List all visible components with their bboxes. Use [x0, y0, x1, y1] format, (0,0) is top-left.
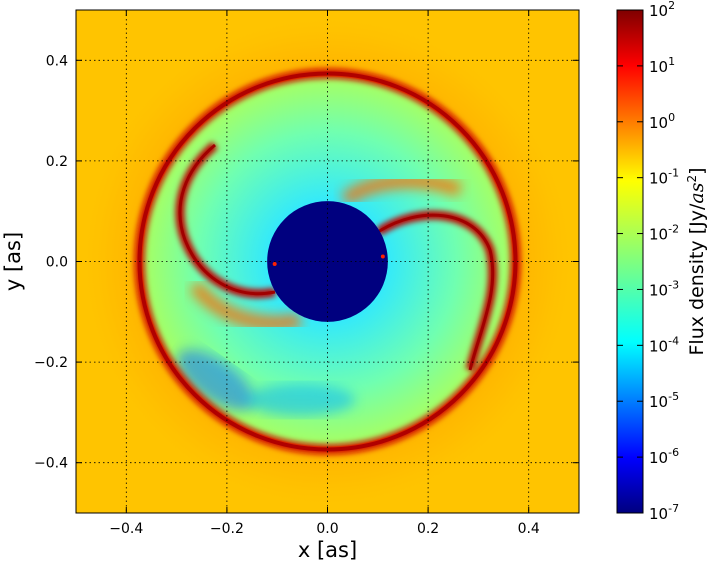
y-tick-label: −0.4 [34, 456, 68, 472]
colorbar-tick-label: 10-7 [649, 502, 679, 523]
x-axis-label: x [as] [298, 538, 357, 562]
colorbar-tick-label: 10-5 [649, 390, 679, 411]
point-source [272, 262, 277, 267]
x-axis-ticks: −0.4 −0.2 0.0 0.2 0.4 [109, 10, 540, 537]
colorbar-label: Flux density [Jy/as2] [685, 167, 708, 355]
spiral-arm [340, 174, 463, 206]
colorbar-ticks: 102 101 100 10-1 10-2 10-3 10-4 10-5 10-6 10-7 [617, 0, 679, 523]
y-tick-label: −0.2 [34, 355, 68, 371]
spiral-arm [189, 280, 302, 330]
y-tick-label: 0.0 [46, 255, 68, 271]
y-axis-ticks: 0.4 0.2 0.0 −0.2 −0.4 [34, 53, 579, 472]
point-source [380, 254, 385, 259]
y-tick-label: 0.2 [46, 154, 68, 170]
colorbar-tick-label: 102 [649, 0, 675, 20]
x-tick-label: −0.2 [210, 521, 244, 537]
colorbar-tick-label: 100 [649, 111, 675, 132]
x-tick-label: 0.2 [417, 521, 439, 537]
colorbar-tick-label: 10-6 [649, 446, 679, 467]
central-mask [267, 201, 388, 322]
y-tick-label: 0.4 [46, 53, 68, 69]
heatmap-image [76, 10, 579, 513]
x-tick-label: 0.0 [316, 521, 338, 537]
colorbar-tick-label: 101 [649, 55, 675, 76]
colorbar-tick-label: 10-4 [649, 334, 679, 355]
colorbar-tick-label: 10-3 [649, 278, 679, 299]
colorbar [616, 9, 644, 514]
cavity-deep-patch [245, 384, 355, 416]
y-axis-label: y [as] [1, 232, 25, 291]
colorbar-tick-label: 10-2 [649, 223, 679, 244]
x-tick-label: −0.4 [109, 521, 143, 537]
cavity-deep-patch [176, 349, 254, 411]
spiral-arm [377, 213, 495, 371]
spiral-arm [178, 143, 276, 296]
grid-lines [76, 10, 579, 513]
colorbar-tick-label: 10-1 [649, 167, 679, 188]
x-tick-label: 0.4 [518, 521, 540, 537]
